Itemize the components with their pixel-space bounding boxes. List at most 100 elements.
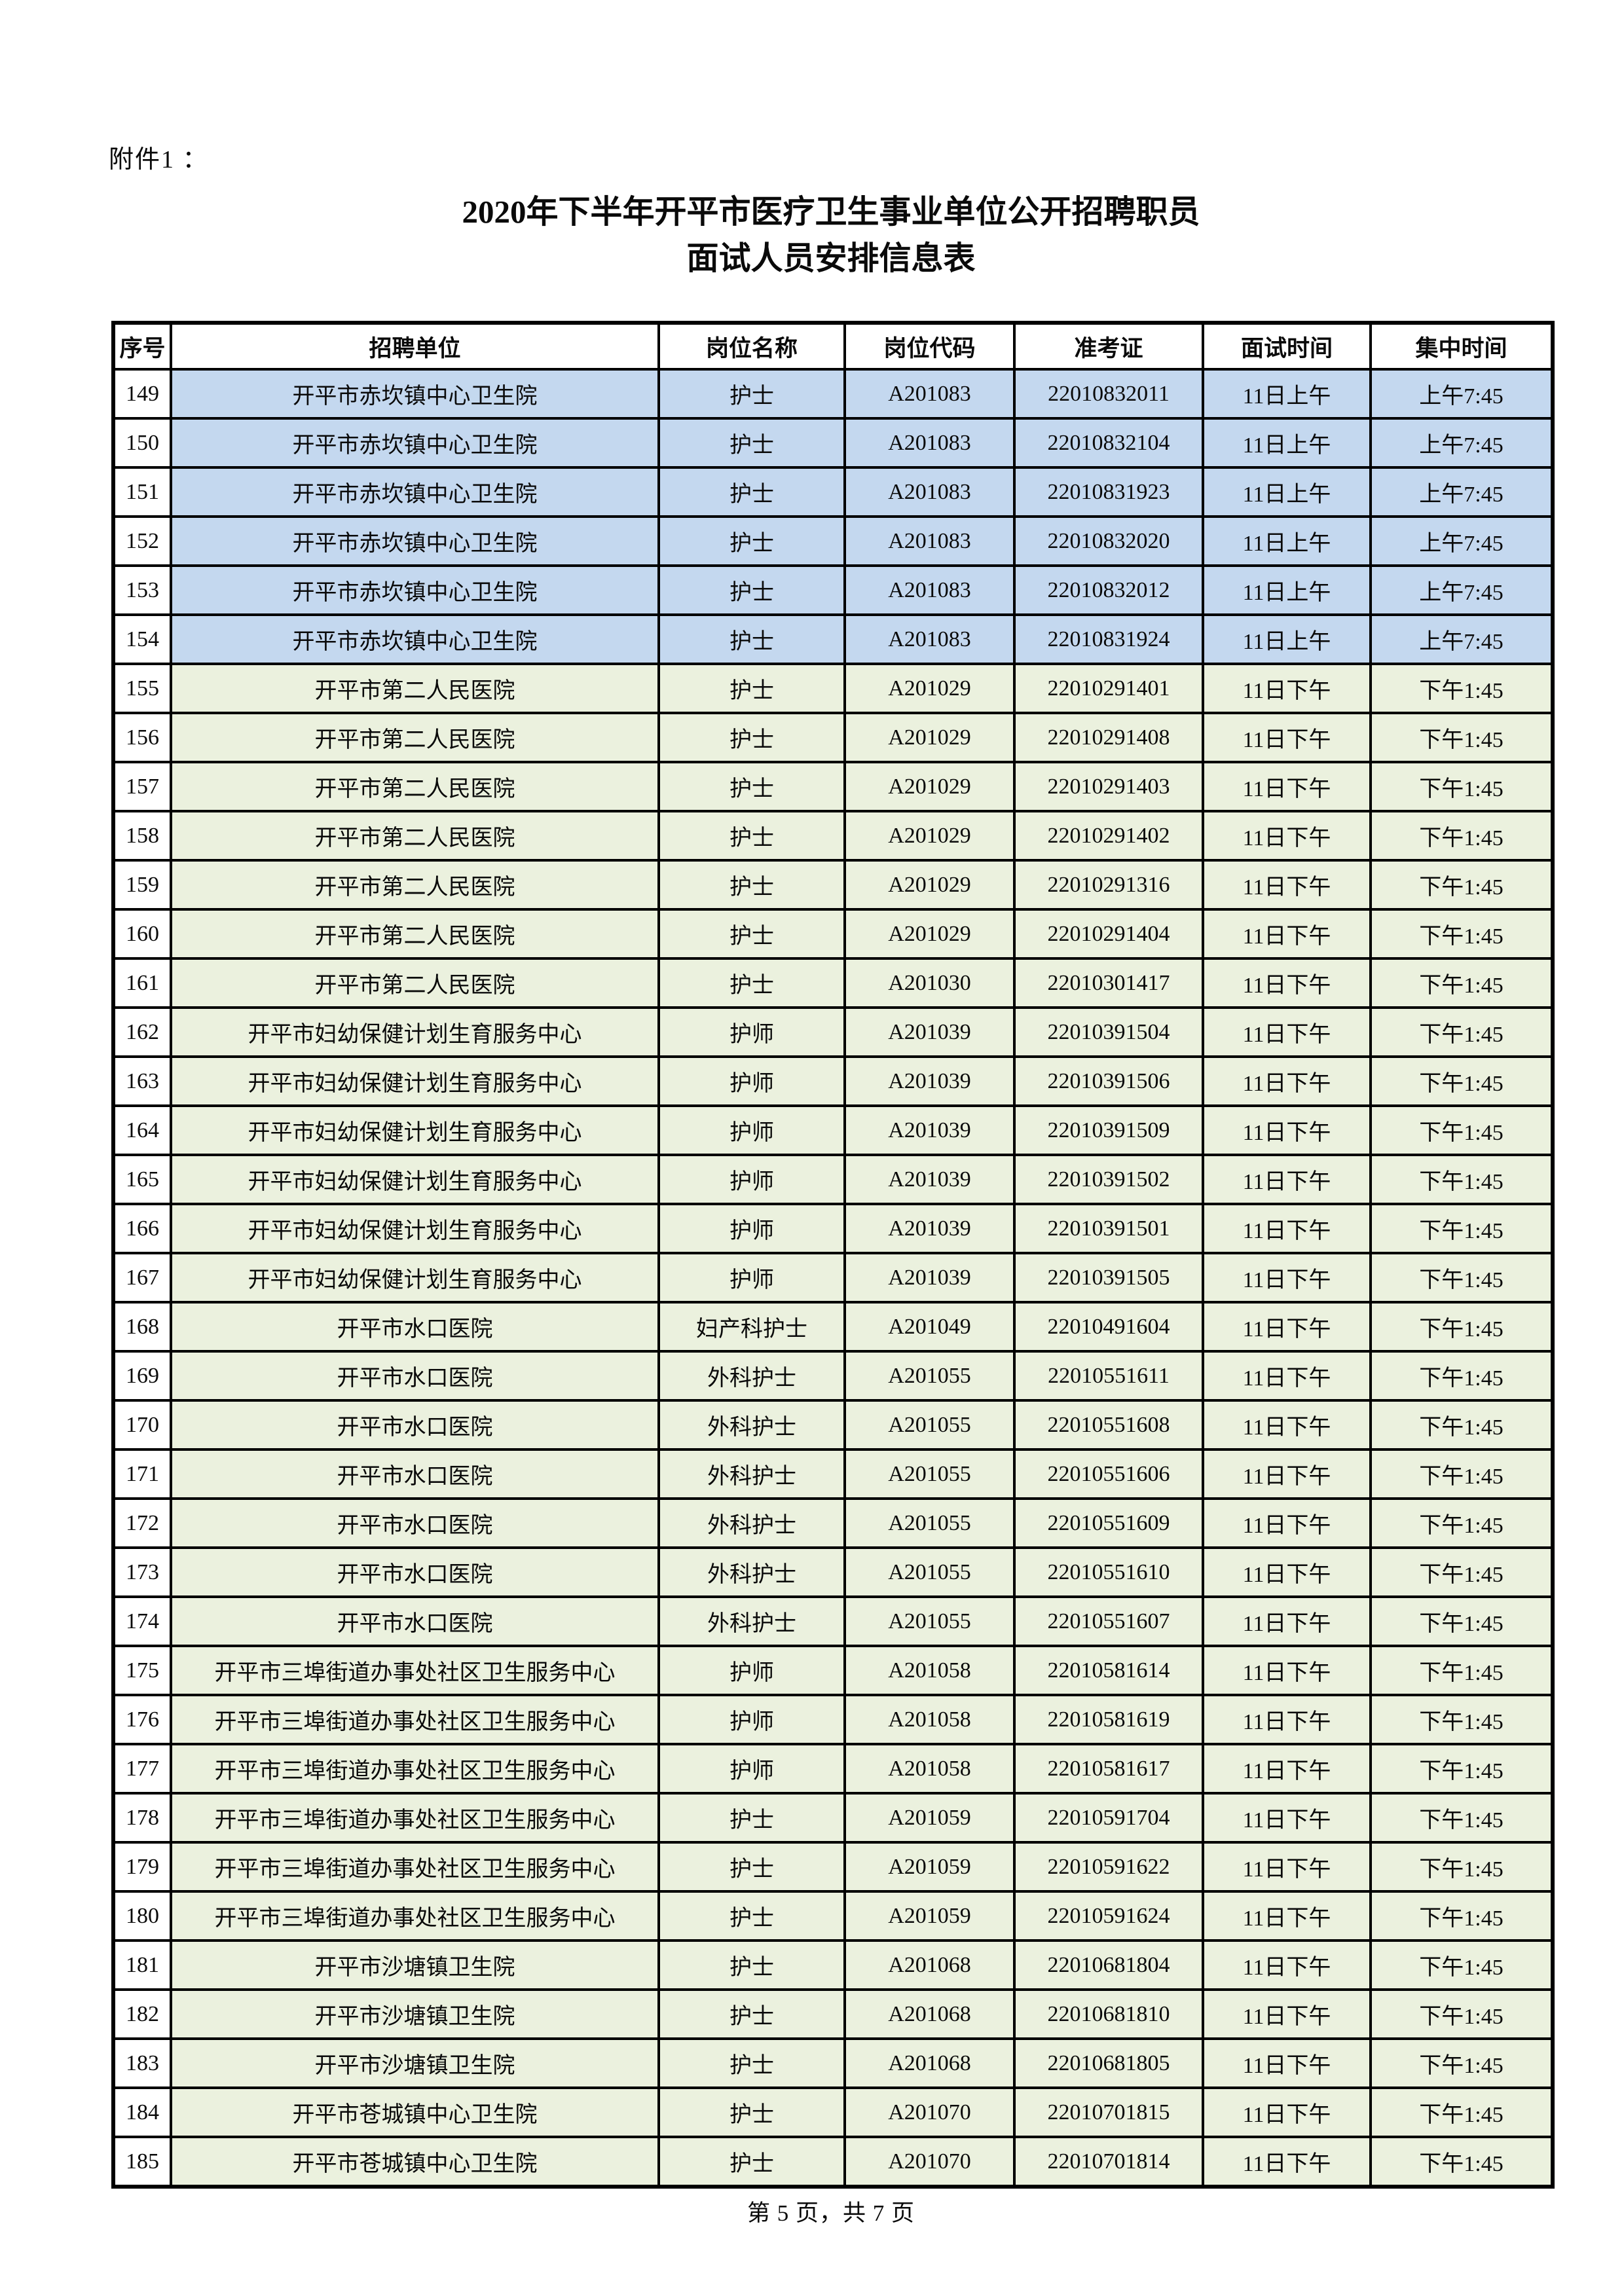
table-cell-position: 护士 [657, 761, 846, 812]
table-row: 170 开平市水口医院 外科护士 A201055 22010551608 11日下午 下午1… [112, 1399, 1554, 1451]
table-cell-position: 护士 [657, 1890, 846, 1942]
table-row: 173 开平市水口医院 外科护士 A201055 22010551610 11日下午 下午1… [112, 1546, 1554, 1598]
table-cell-assembly_time: 下午1:45 [1369, 1006, 1554, 1058]
table-cell-interview_time: 11日下午 [1202, 1694, 1372, 1745]
table-cell-seq: 151 [112, 466, 172, 518]
table-cell-seq: 176 [112, 1694, 172, 1745]
table-cell-code: A201029 [843, 761, 1016, 812]
table-cell-seq: 152 [112, 515, 172, 567]
table-cell-assembly_time: 下午1:45 [1369, 1841, 1554, 1893]
table-row: 183 开平市沙塘镇卫生院 护士 A201068 22010681805 11日下午 下午1… [112, 2037, 1554, 2089]
table-row: 166 开平市妇幼保健计划生育服务中心 护师 A201039 22010391501 11… [112, 1203, 1554, 1254]
table-cell-assembly_time: 下午1:45 [1369, 1546, 1554, 1598]
table-cell-position: 护士 [657, 908, 846, 960]
table-cell-code: A201039 [843, 1203, 1016, 1254]
column-header-assembly_time: 集中时间 [1369, 321, 1554, 371]
table-cell-assembly_time: 下午1:45 [1369, 1939, 1554, 1991]
table-cell-interview_time: 11日下午 [1202, 957, 1372, 1009]
table-cell-ticket: 22010391502 [1013, 1154, 1204, 1205]
table-cell-assembly_time: 下午1:45 [1369, 908, 1554, 960]
table-cell-position: 护士 [657, 515, 846, 567]
table-cell-assembly_time: 下午1:45 [1369, 2086, 1554, 2138]
table-row: 153 开平市赤坎镇中心卫生院 护士 A201083 22010832012 11日上午上… [112, 564, 1554, 616]
table-cell-seq: 183 [112, 2037, 172, 2089]
table-cell-ticket: 22010551606 [1013, 1448, 1204, 1500]
table-cell-code: A201039 [843, 1252, 1016, 1303]
interview-schedule-table: 序号 招聘单位 岗位名称 岗位代码 准考证 面试时间 集中时间 149 开平市赤坎镇中心卫生院… [111, 321, 1555, 2189]
table-cell-unit: 开平市第二人民医院 [170, 761, 660, 812]
table-row: 184 开平市苍城镇中心卫生院 护士 A201070 22010701815 11日下午下… [112, 2086, 1554, 2138]
table-cell-ticket: 22010832104 [1013, 417, 1204, 469]
table-cell-ticket: 22010291408 [1013, 712, 1204, 763]
table-cell-interview_time: 11日下午 [1202, 1841, 1372, 1893]
table-cell-unit: 开平市三埠街道办事处社区卫生服务中心 [170, 1645, 660, 1696]
table-cell-code: A201055 [843, 1399, 1016, 1451]
table-cell-code: A201030 [843, 957, 1016, 1009]
table-cell-position: 护士 [657, 2037, 846, 2089]
table-cell-seq: 173 [112, 1546, 172, 1598]
table-cell-assembly_time: 下午1:45 [1369, 1988, 1554, 2040]
table-cell-unit: 开平市水口医院 [170, 1448, 660, 1500]
table-row: 160 开平市第二人民医院 护士 A201029 22010291404 11日下午 下午1… [112, 908, 1554, 960]
column-header-unit: 招聘单位 [170, 321, 660, 371]
table-cell-ticket: 22010391504 [1013, 1006, 1204, 1058]
table-cell-code: A201029 [843, 810, 1016, 862]
table-cell-ticket: 22010591622 [1013, 1841, 1204, 1893]
table-cell-interview_time: 11日下午 [1202, 1252, 1372, 1303]
table-cell-position: 护师 [657, 1743, 846, 1795]
table-cell-code: A201039 [843, 1154, 1016, 1205]
table-cell-assembly_time: 下午1:45 [1369, 810, 1554, 862]
table-cell-assembly_time: 下午1:45 [1369, 1890, 1554, 1942]
table-cell-position: 护师 [657, 1055, 846, 1107]
table-cell-assembly_time: 下午1:45 [1369, 1595, 1554, 1647]
table-cell-unit: 开平市三埠街道办事处社区卫生服务中心 [170, 1694, 660, 1745]
table-cell-seq: 174 [112, 1595, 172, 1647]
table-cell-code: A201055 [843, 1546, 1016, 1598]
table-cell-unit: 开平市妇幼保健计划生育服务中心 [170, 1055, 660, 1107]
table-row: 159 开平市第二人民医院 护士 A201029 22010291316 11日下午 下午1… [112, 859, 1554, 911]
table-cell-position: 外科护士 [657, 1497, 846, 1549]
table-row: 174 开平市水口医院 外科护士 A201055 22010551607 11日下午 下午1… [112, 1595, 1554, 1647]
table-cell-ticket: 22010591704 [1013, 1792, 1204, 1844]
table-row: 167 开平市妇幼保健计划生育服务中心 护师 A201039 22010391505 11… [112, 1252, 1554, 1303]
table-row: 157 开平市第二人民医院 护士 A201029 22010291403 11日下午 下午1… [112, 761, 1554, 812]
table-row: 182 开平市沙塘镇卫生院 护士 A201068 22010681810 11日下午 下午1… [112, 1988, 1554, 2040]
table-cell-interview_time: 11日下午 [1202, 2086, 1372, 2138]
table-cell-seq: 171 [112, 1448, 172, 1500]
table-cell-code: A201059 [843, 1841, 1016, 1893]
table-cell-assembly_time: 上午7:45 [1369, 466, 1554, 518]
table-cell-position: 外科护士 [657, 1448, 846, 1500]
table-cell-seq: 162 [112, 1006, 172, 1058]
table-cell-unit: 开平市沙塘镇卫生院 [170, 2037, 660, 2089]
page-title-line1: 2020年下半年开平市医疗卫生事业单位公开招聘职员 [462, 194, 1200, 230]
table-cell-interview_time: 11日上午 [1202, 564, 1372, 616]
page-footer: 第 5 页，共 7 页 [747, 2200, 915, 2226]
table-cell-position: 护士 [657, 466, 846, 518]
table-cell-assembly_time: 下午1:45 [1369, 1399, 1554, 1451]
table-cell-seq: 165 [112, 1154, 172, 1205]
table-row: 155 开平市第二人民医院 护士 A201029 22010291401 11日下午 下午1… [112, 663, 1554, 714]
table-cell-assembly_time: 上午7:45 [1369, 515, 1554, 567]
table-cell-interview_time: 11日下午 [1202, 761, 1372, 812]
table-cell-code: A201055 [843, 1350, 1016, 1402]
table-cell-interview_time: 11日下午 [1202, 1546, 1372, 1598]
table-cell-seq: 180 [112, 1890, 172, 1942]
table-cell-position: 护士 [657, 368, 846, 420]
table-row: 161 开平市第二人民医院 护士 A201030 22010301417 11日下午 下午1… [112, 957, 1554, 1009]
table-cell-ticket: 22010291404 [1013, 908, 1204, 960]
table-cell-code: A201068 [843, 1939, 1016, 1991]
table-row: 168 开平市水口医院 妇产科护士 A201049 22010491604 11日下午 下午… [112, 1301, 1554, 1353]
table-cell-unit: 开平市第二人民医院 [170, 712, 660, 763]
table-cell-assembly_time: 下午1:45 [1369, 1792, 1554, 1844]
table-cell-position: 护师 [657, 1252, 846, 1303]
table-row: 165 开平市妇幼保健计划生育服务中心 护师 A201039 22010391502 11… [112, 1154, 1554, 1205]
table-cell-seq: 154 [112, 613, 172, 665]
table-cell-assembly_time: 下午1:45 [1369, 1104, 1554, 1156]
table-cell-position: 护师 [657, 1104, 846, 1156]
table-cell-ticket: 22010551610 [1013, 1546, 1204, 1598]
table-cell-unit: 开平市沙塘镇卫生院 [170, 1988, 660, 2040]
table-cell-code: A201083 [843, 613, 1016, 665]
table-cell-code: A201083 [843, 417, 1016, 469]
table-cell-ticket: 22010701815 [1013, 2086, 1204, 2138]
